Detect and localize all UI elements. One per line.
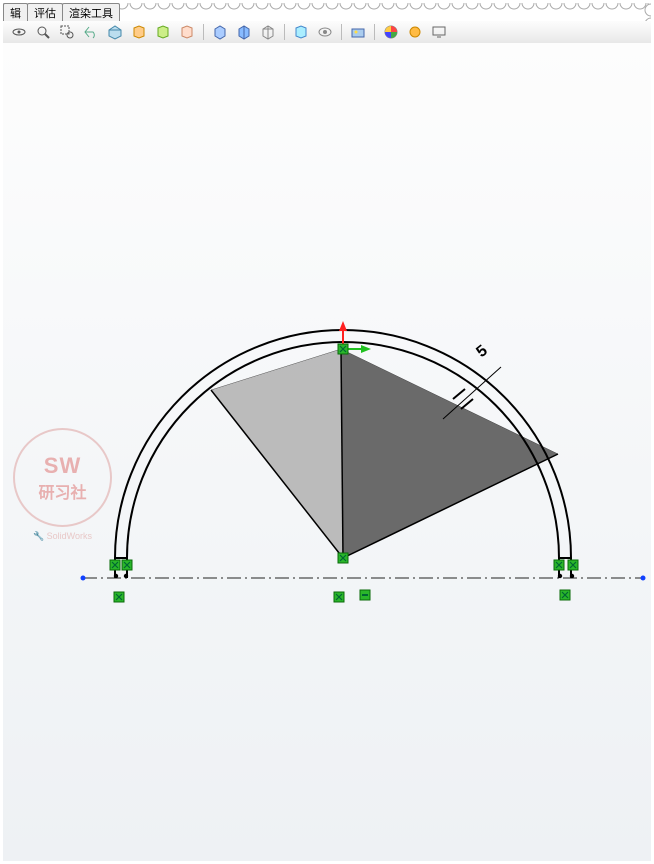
toolbar-separator [203,24,204,40]
section-icon[interactable] [104,21,126,43]
orbit-icon[interactable] [8,21,30,43]
sketch-canvas [3,43,651,861]
shaded-icon[interactable] [233,21,255,43]
view-toolbar [3,21,651,44]
toolbar-separator [341,24,342,40]
display-style-1-icon[interactable] [128,21,150,43]
app-frame: 辑 评估 渲染工具 SW 研习社 🔧 SolidWorks [3,3,651,861]
zoom-area-icon[interactable] [56,21,78,43]
visibility-icon[interactable] [314,21,336,43]
wireframe-icon[interactable] [257,21,279,43]
hidden-lines-icon[interactable] [209,21,231,43]
perspective-icon[interactable] [290,21,312,43]
display-style-3-icon[interactable] [176,21,198,43]
menu-bar: 辑 评估 渲染工具 [3,3,119,21]
zoom-fit-icon[interactable] [32,21,54,43]
display-style-2-icon[interactable] [152,21,174,43]
render-icon[interactable] [404,21,426,43]
color-icon[interactable] [380,21,402,43]
screen-icon[interactable] [428,21,450,43]
graphics-viewport[interactable]: SW 研习社 🔧 SolidWorks 5 [3,43,651,861]
toolbar-separator [284,24,285,40]
apply-scene-icon[interactable] [347,21,369,43]
prev-view-icon[interactable] [80,21,102,43]
toolbar-separator [374,24,375,40]
